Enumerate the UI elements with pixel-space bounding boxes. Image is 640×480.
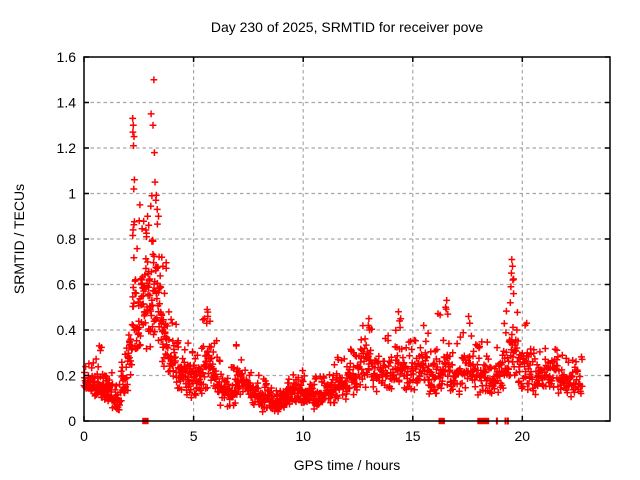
y-tick-label: 0.2 [57, 368, 77, 384]
tick-labels-layer: 0 5 10 15 20 0 0.2 0.4 0.6 0.8 1 1.2 1.4 1.6 [57, 49, 531, 444]
scatter-series-path [80, 76, 586, 416]
x-tick-label: 0 [80, 428, 88, 444]
chart-title: Day 230 of 2025, SRMTID for receiver pov… [211, 19, 484, 35]
y-tick-label: 1.2 [57, 140, 77, 156]
y-tick-label: 0.6 [57, 277, 77, 293]
x-axis-label: GPS time / hours [294, 457, 401, 473]
y-tick-label: 1 [68, 186, 76, 202]
y-axis-label: SRMTID / TECUs [11, 184, 27, 294]
ticks-layer [83, 56, 610, 422]
scatter-points-layer [80, 76, 586, 416]
y-tick-label: 0 [68, 413, 76, 429]
x-tick-label: 20 [515, 428, 531, 444]
x-tick-label: 15 [405, 428, 421, 444]
x-tick-label: 5 [190, 428, 198, 444]
y-tick-label: 1.4 [57, 95, 77, 111]
x-tick-label: 10 [295, 428, 311, 444]
y-tick-label: 0.4 [57, 322, 77, 338]
y-tick-label: 1.6 [57, 49, 77, 65]
y-tick-label: 0.8 [57, 231, 77, 247]
